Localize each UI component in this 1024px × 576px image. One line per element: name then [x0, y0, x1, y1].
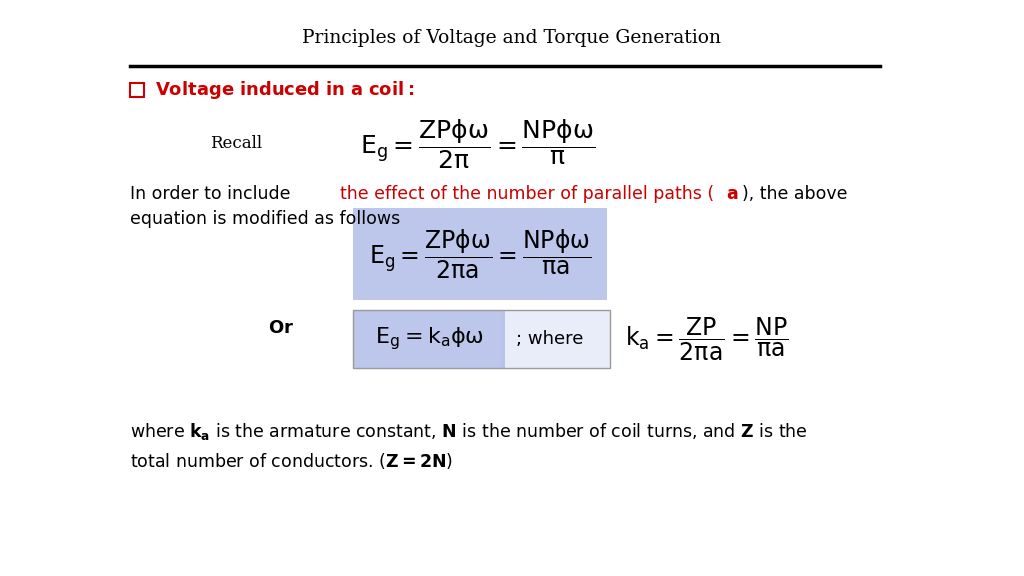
Text: $\bf{Voltage\ induced\ in\ a\ coil:}$: $\bf{Voltage\ induced\ in\ a\ coil:}$ — [155, 79, 415, 101]
Text: ; where: ; where — [516, 330, 584, 348]
Text: Recall: Recall — [210, 135, 262, 153]
Text: $\mathbf{Or}$: $\mathbf{Or}$ — [268, 319, 294, 337]
Text: equation is modified as follows: equation is modified as follows — [130, 210, 400, 228]
Text: ), the above: ), the above — [742, 185, 848, 203]
Text: Principles of Voltage and Torque Generation: Principles of Voltage and Torque Generat… — [302, 29, 722, 47]
Text: $\mathrm{E_g = \dfrac{ZP\phi\omega}{2\pi a} = \dfrac{NP\phi\omega}{\pi a}}$: $\mathrm{E_g = \dfrac{ZP\phi\omega}{2\pi… — [369, 228, 591, 281]
FancyBboxPatch shape — [353, 310, 505, 368]
Text: $\mathrm{k_a = \dfrac{ZP}{2\pi a}= \dfrac{NP}{\pi a}}$: $\mathrm{k_a = \dfrac{ZP}{2\pi a}= \dfra… — [625, 315, 788, 363]
Text: In order to include: In order to include — [130, 185, 296, 203]
Text: where $\mathbf{k_a}$ is the armature constant, $\mathbf{N}$ is the number of coi: where $\mathbf{k_a}$ is the armature con… — [130, 420, 808, 441]
Text: $\mathrm{E_g = \dfrac{ZP\phi\omega}{2\pi} = \dfrac{NP\phi\omega}{\pi}}$: $\mathrm{E_g = \dfrac{ZP\phi\omega}{2\pi… — [360, 117, 595, 171]
FancyBboxPatch shape — [501, 310, 610, 368]
Text: total number of conductors. ($\mathbf{Z = 2N}$): total number of conductors. ($\mathbf{Z … — [130, 451, 453, 471]
Text: the effect of the number of parallel paths (: the effect of the number of parallel pat… — [340, 185, 714, 203]
Text: $\mathrm{E_g = k_a\phi\omega}$: $\mathrm{E_g = k_a\phi\omega}$ — [376, 325, 484, 353]
Text: $\mathbf{a}$: $\mathbf{a}$ — [726, 185, 738, 203]
Bar — [130, 83, 144, 97]
FancyBboxPatch shape — [353, 208, 607, 300]
